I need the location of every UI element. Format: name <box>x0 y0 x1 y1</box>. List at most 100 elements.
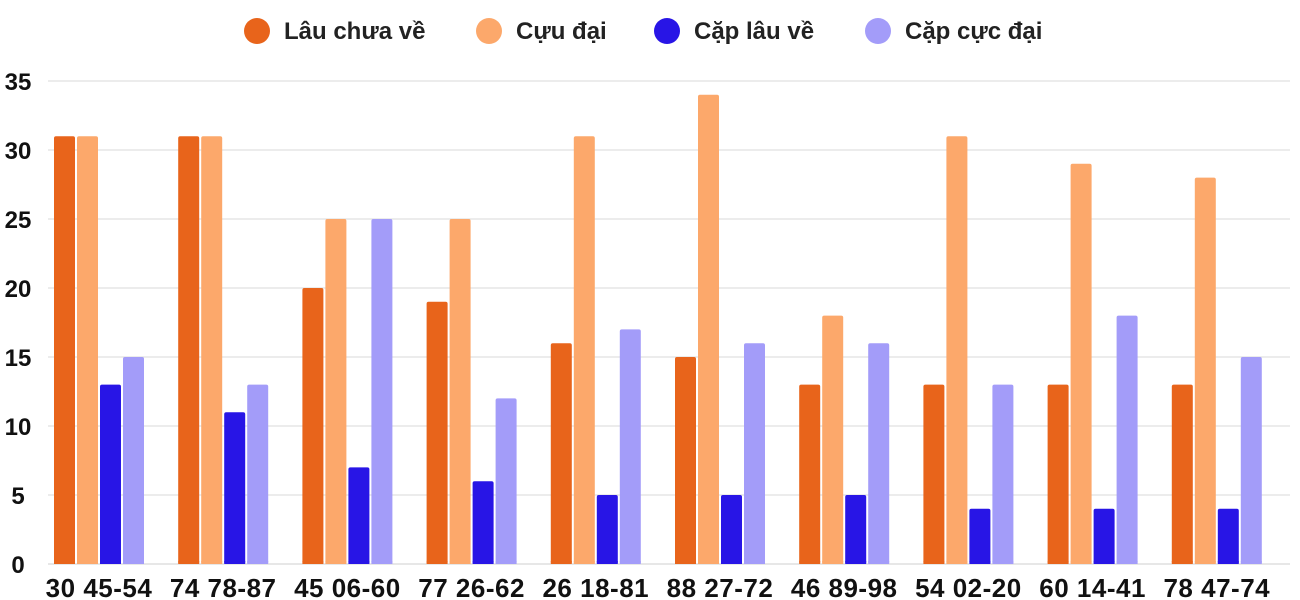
bar-4-9 <box>1116 315 1138 564</box>
bar-base <box>224 561 246 564</box>
bar-2-6 <box>698 94 719 565</box>
bar-base <box>325 561 347 564</box>
bar-base <box>596 561 618 564</box>
x-category-label: 60 14-41 <box>1039 573 1146 600</box>
x-category-label: 45 06-60 <box>294 573 401 600</box>
bar-base <box>1217 561 1239 564</box>
bar-3-10 <box>1217 508 1239 564</box>
bar-base <box>675 561 696 564</box>
bar-2-3 <box>325 219 347 564</box>
bar-2-7 <box>822 315 844 564</box>
bar-2-10 <box>1194 177 1216 564</box>
bar-1-10 <box>1171 384 1193 564</box>
bar-1-6 <box>675 357 696 564</box>
bar-base <box>550 561 572 564</box>
bar-2-9 <box>1070 163 1092 565</box>
bar-base <box>247 561 269 564</box>
x-category-label: 77 26-62 <box>418 573 525 600</box>
legend-marker <box>476 18 502 44</box>
bar-2-5 <box>573 136 595 564</box>
bar-base <box>302 561 324 564</box>
legend-marker <box>654 18 680 44</box>
bar-base <box>449 561 471 564</box>
bar-base <box>619 561 641 564</box>
x-category-label: 74 78-87 <box>170 573 277 600</box>
bar-1-9 <box>1047 384 1069 564</box>
y-tick-label: 5 <box>11 483 24 510</box>
bar-base <box>201 561 223 564</box>
bar-4-7 <box>868 343 890 564</box>
bar-4-2 <box>247 384 269 564</box>
x-category-label: 30 45-54 <box>46 573 153 600</box>
bar-base <box>1171 561 1193 564</box>
bar-base <box>1194 561 1216 564</box>
x-category-label: 78 47-74 <box>1163 573 1270 600</box>
bar-1-4 <box>426 301 448 564</box>
bar-1-3 <box>302 288 324 564</box>
bar-base <box>123 561 144 564</box>
bar-base <box>54 561 75 564</box>
bar-base <box>1070 561 1092 564</box>
bar-base <box>1047 561 1069 564</box>
y-tick-label: 20 <box>5 276 32 303</box>
bar-base <box>992 561 1014 564</box>
legend-marker <box>865 18 891 44</box>
bar-base <box>100 561 121 564</box>
bar-1-2 <box>178 136 200 564</box>
bar-4-4 <box>495 398 517 564</box>
bar-2-1 <box>77 136 98 564</box>
x-category-label: 54 02-20 <box>915 573 1022 600</box>
bar-1-7 <box>799 384 821 564</box>
legend-label: Cựu đại <box>516 18 607 45</box>
bar-base <box>868 561 890 564</box>
bar-base <box>426 561 448 564</box>
bar-3-6 <box>721 495 742 564</box>
x-category-label: 46 89-98 <box>791 573 898 600</box>
bar-base <box>698 561 719 564</box>
y-axis-ticks: 0 5 10 15 20 25 30 35 <box>5 69 32 579</box>
bars <box>54 94 1262 565</box>
bar-4-1 <box>123 357 144 564</box>
bar-base <box>472 561 494 564</box>
bar-base <box>348 561 370 564</box>
bar-3-8 <box>969 508 991 564</box>
bar-base <box>1240 561 1262 564</box>
bar-4-8 <box>992 384 1014 564</box>
bar-1-5 <box>550 343 572 564</box>
bar-base <box>822 561 844 564</box>
y-tick-label: 35 <box>5 69 32 96</box>
bar-base <box>1116 561 1138 564</box>
bar-3-1 <box>100 384 121 564</box>
bar-base <box>573 561 595 564</box>
x-category-label: 26 18-81 <box>542 573 649 600</box>
y-tick-label: 0 <box>11 552 24 579</box>
legend-label: Lâu chưa về <box>284 18 425 45</box>
bar-base <box>923 561 945 564</box>
y-tick-label: 25 <box>5 207 32 234</box>
bar-base <box>799 561 821 564</box>
bar-base <box>946 561 968 564</box>
bar-base <box>744 561 765 564</box>
bar-2-4 <box>449 219 471 564</box>
legend-label: Cặp cực đại <box>905 18 1042 45</box>
bar-4-10 <box>1240 357 1262 564</box>
bar-base <box>371 561 393 564</box>
bar-3-2 <box>224 412 246 564</box>
legend-label: Cặp lâu về <box>694 18 814 45</box>
bar-base <box>845 561 867 564</box>
bar-4-3 <box>371 219 393 564</box>
bar-2-2 <box>201 136 223 564</box>
bar-base <box>178 561 200 564</box>
bar-1-8 <box>923 384 945 564</box>
legend-marker <box>244 18 270 44</box>
bar-2-8 <box>946 136 968 564</box>
bar-base <box>77 561 98 564</box>
x-axis-categories: 30 45-54 74 78-87 45 06-60 77 26-62 26 18-81… <box>46 573 1270 600</box>
bar-1-1 <box>54 136 75 564</box>
bar-3-9 <box>1093 508 1115 564</box>
bar-4-6 <box>744 343 765 564</box>
bar-base <box>969 561 991 564</box>
bar-4-5 <box>619 329 641 564</box>
